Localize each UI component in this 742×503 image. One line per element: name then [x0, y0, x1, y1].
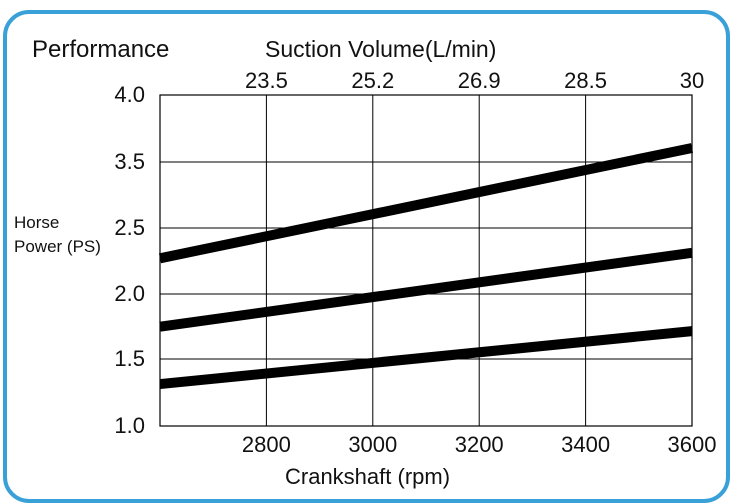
tick-labels: 4.0 3.5 2.5 2.0 1.5 1.0 2800 3000 3200 3400 3600 23…	[114, 68, 716, 457]
x2-tick-label: 26.9	[458, 68, 501, 93]
x-tick-label: 2800	[242, 432, 291, 457]
x2-tick-label: 28.5	[564, 68, 607, 93]
x2-tick-label: 30	[680, 68, 704, 93]
x2-tick-label: 23.5	[245, 68, 288, 93]
panel-title: Performance	[32, 36, 169, 63]
series-line-2	[159, 247, 693, 332]
y-tick-label: 1.0	[114, 413, 145, 438]
x2-tick-label: 25.2	[351, 68, 394, 93]
y-axis-label-line2: Power (PS)	[14, 237, 101, 256]
y-tick-label: 2.0	[114, 281, 145, 306]
x2-axis-label: Suction Volume(L/min)	[265, 36, 496, 62]
y-tick-label: 2.5	[114, 215, 145, 240]
series-lines	[158, 143, 694, 390]
y-tick-label: 1.5	[114, 346, 145, 371]
x-tick-label: 3200	[455, 432, 504, 457]
x-tick-label: 3600	[668, 432, 717, 457]
series-line-3	[159, 326, 693, 390]
x-tick-label: 3400	[561, 432, 610, 457]
x-axis-label: Crankshaft (rpm)	[285, 464, 450, 489]
y-tick-label: 3.5	[114, 149, 145, 174]
series-line-1	[158, 143, 694, 264]
chart-frame	[3, 10, 730, 503]
y-tick-label: 4.0	[114, 82, 145, 107]
y-axis-label-line1: Horse	[14, 213, 59, 232]
x-tick-label: 3000	[348, 432, 397, 457]
